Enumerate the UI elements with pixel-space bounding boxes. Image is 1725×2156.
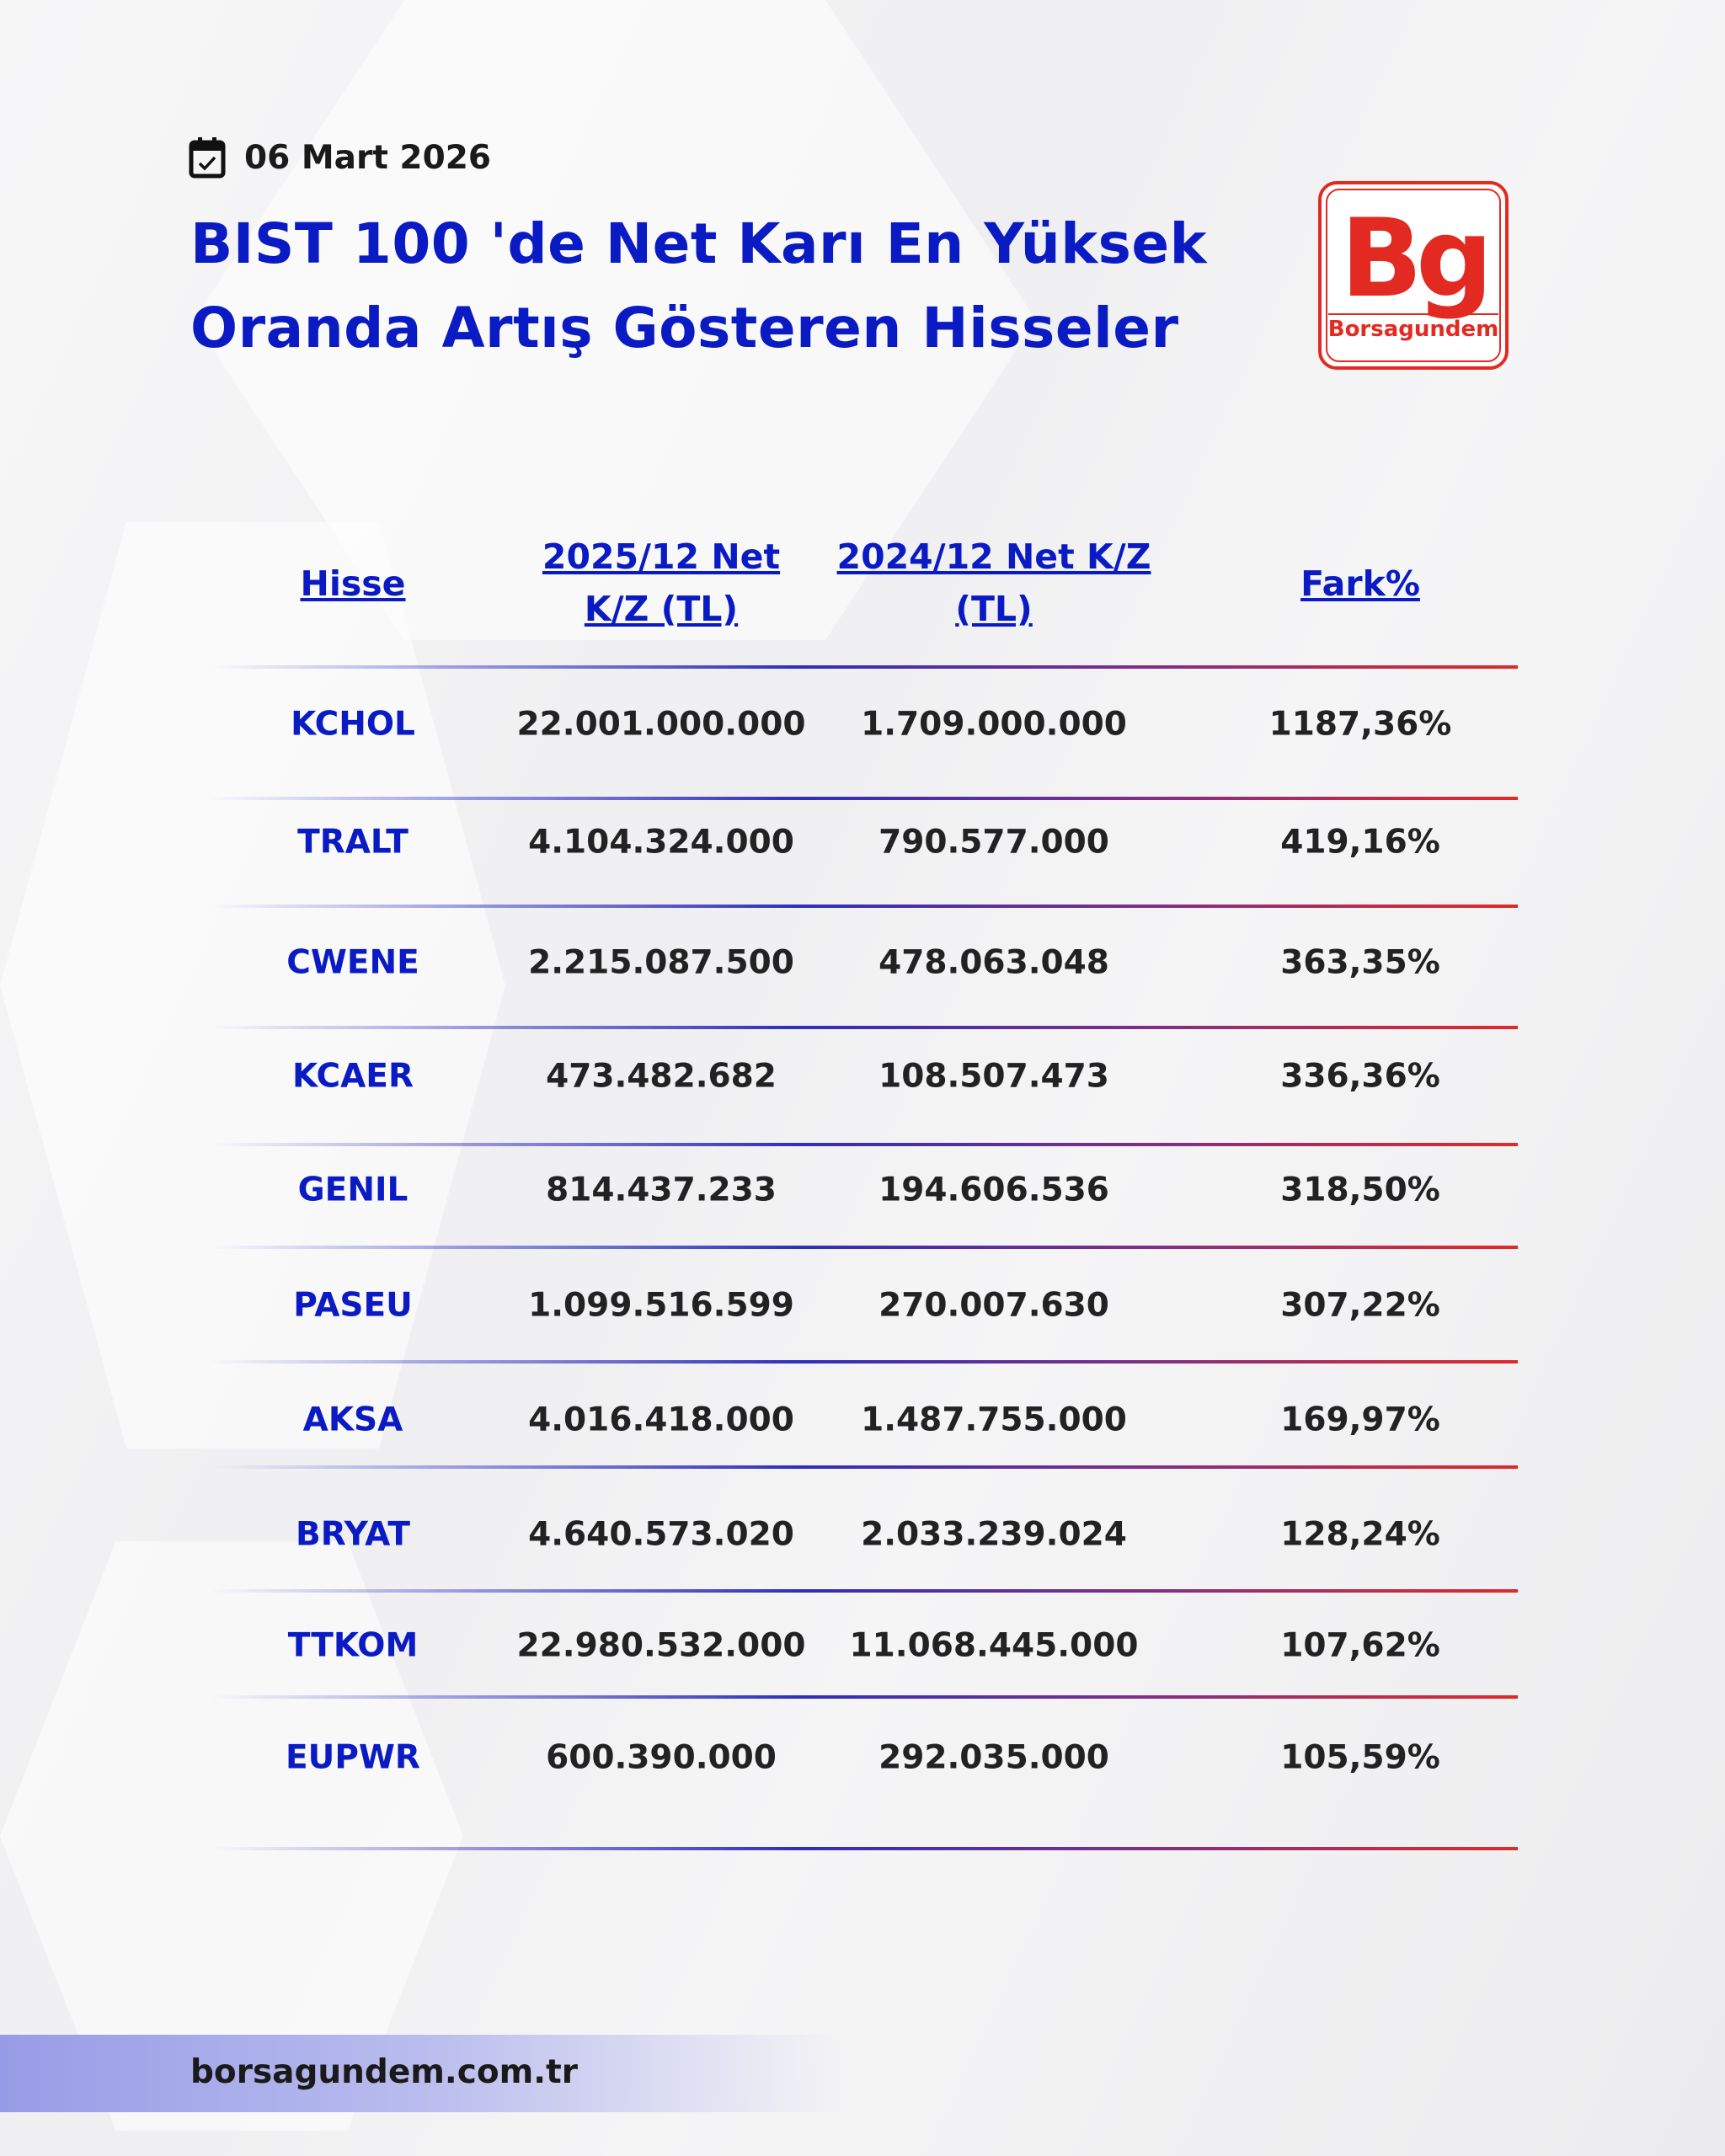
ticker-cell: AKSA bbox=[302, 1401, 403, 1439]
column-header[interactable]: Hisse bbox=[301, 558, 406, 610]
change-percent-cell: 1187,36% bbox=[1268, 705, 1452, 744]
column-header[interactable]: 2024/12 Net K/Z (TL) bbox=[837, 531, 1151, 635]
net-2024-cell: 108.507.473 bbox=[879, 1057, 1109, 1096]
column-header[interactable]: 2025/12 Net K/Z (TL) bbox=[542, 531, 780, 635]
header-line: K/Z (TL) bbox=[584, 589, 739, 629]
net-2024-cell: 1.487.755.000 bbox=[861, 1401, 1127, 1439]
net-2024-cell: 11.068.445.000 bbox=[849, 1626, 1139, 1665]
row-divider bbox=[211, 1589, 1518, 1593]
change-percent-cell: 128,24% bbox=[1280, 1515, 1440, 1554]
net-2024-cell: 292.035.000 bbox=[879, 1738, 1109, 1777]
change-percent-cell: 169,97% bbox=[1280, 1401, 1440, 1439]
ticker-cell: BRYAT bbox=[296, 1515, 410, 1554]
borsagundem-logo: Bg Borsagundem bbox=[1318, 181, 1509, 370]
change-percent-cell: 318,50% bbox=[1280, 1171, 1440, 1209]
net-2025-cell: 22.980.532.000 bbox=[516, 1626, 806, 1665]
net-2025-cell: 4.016.418.000 bbox=[528, 1401, 794, 1439]
ticker-cell: CWENE bbox=[286, 943, 419, 982]
date-text: 06 Mart 2026 bbox=[244, 138, 491, 177]
net-2024-cell: 2.033.239.024 bbox=[861, 1515, 1127, 1554]
row-divider bbox=[211, 1026, 1518, 1029]
column-header[interactable]: Fark% bbox=[1300, 558, 1420, 610]
row-divider bbox=[211, 1695, 1518, 1699]
row-divider bbox=[211, 665, 1518, 669]
logo-mark: Bg bbox=[1340, 196, 1493, 322]
change-percent-cell: 107,62% bbox=[1280, 1626, 1440, 1665]
change-percent-cell: 336,36% bbox=[1280, 1057, 1440, 1096]
change-percent-cell: 105,59% bbox=[1280, 1738, 1440, 1777]
net-2025-cell: 4.104.324.000 bbox=[528, 823, 794, 862]
ticker-cell: TTKOM bbox=[287, 1626, 419, 1665]
net-2024-cell: 790.577.000 bbox=[879, 823, 1109, 862]
net-2024-cell: 1.709.000.000 bbox=[861, 705, 1127, 744]
row-divider bbox=[211, 797, 1518, 800]
change-percent-cell: 419,16% bbox=[1280, 823, 1440, 862]
date-row: 06 Mart 2026 bbox=[189, 136, 491, 179]
net-2025-cell: 600.390.000 bbox=[546, 1738, 777, 1777]
row-divider bbox=[211, 1360, 1518, 1364]
change-percent-cell: 307,22% bbox=[1280, 1286, 1440, 1325]
header-line: 2024/12 Net K/Z bbox=[836, 536, 1151, 577]
net-2025-cell: 22.001.000.000 bbox=[516, 705, 806, 744]
net-2024-cell: 478.063.048 bbox=[879, 943, 1109, 982]
change-percent-cell: 363,35% bbox=[1280, 943, 1440, 982]
ticker-cell: KCAER bbox=[292, 1057, 414, 1096]
row-divider bbox=[211, 1847, 1518, 1850]
logo-name: Borsagundem bbox=[1327, 313, 1499, 342]
footer-url[interactable]: borsagundem.com.tr bbox=[190, 2053, 578, 2091]
net-2025-cell: 4.640.573.020 bbox=[528, 1515, 794, 1554]
ticker-cell: KCHOL bbox=[291, 705, 415, 744]
ticker-cell: EUPWR bbox=[286, 1738, 420, 1777]
net-2025-cell: 814.437.233 bbox=[546, 1171, 777, 1209]
net-2024-cell: 194.606.536 bbox=[879, 1171, 1109, 1209]
title-line: Oranda Artış Gösteren Hisseler bbox=[190, 296, 1179, 360]
row-divider bbox=[211, 1465, 1518, 1469]
net-2024-cell: 270.007.630 bbox=[879, 1286, 1109, 1325]
net-2025-cell: 1.099.516.599 bbox=[528, 1286, 794, 1325]
calendar-check-icon bbox=[189, 137, 226, 179]
header-line: (TL) bbox=[955, 589, 1033, 629]
header-line: Fark% bbox=[1300, 563, 1420, 604]
net-2025-cell: 2.215.087.500 bbox=[528, 943, 794, 982]
row-divider bbox=[211, 905, 1518, 908]
header-line: 2025/12 Net bbox=[542, 536, 781, 577]
page-title: BIST 100 'de Net Karı En Yüksek Oranda A… bbox=[190, 202, 1207, 371]
title-line: BIST 100 'de Net Karı En Yüksek bbox=[190, 211, 1208, 276]
footer-band: borsagundem.com.tr bbox=[0, 2035, 842, 2112]
header-line: Hisse bbox=[300, 563, 406, 604]
row-divider bbox=[211, 1246, 1518, 1249]
net-2025-cell: 473.482.682 bbox=[546, 1057, 777, 1096]
ticker-cell: PASEU bbox=[293, 1286, 413, 1325]
ticker-cell: TRALT bbox=[297, 823, 409, 862]
ticker-cell: GENIL bbox=[297, 1171, 409, 1209]
row-divider bbox=[211, 1143, 1518, 1146]
